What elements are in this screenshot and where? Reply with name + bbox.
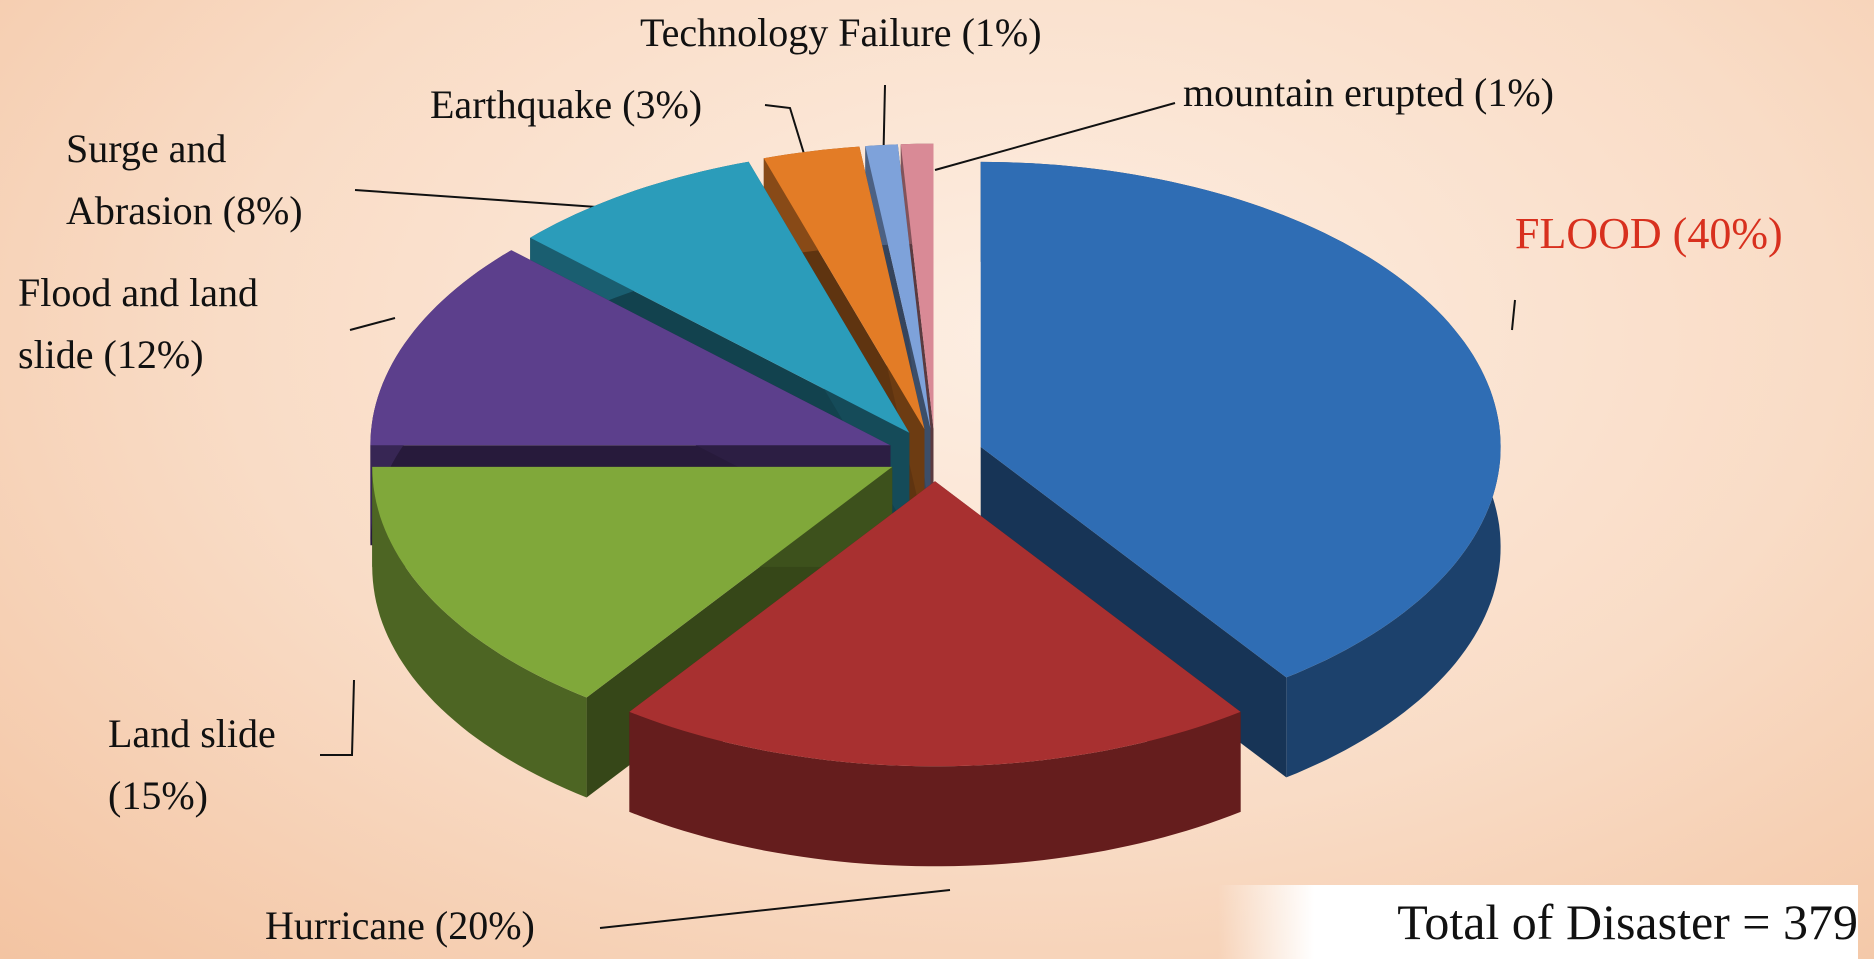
- slice: [763, 146, 925, 430]
- leader-line: [1511, 299, 1516, 331]
- slice: [980, 161, 1501, 678]
- slice-label: mountain erupted (1%): [1183, 70, 1554, 115]
- leader-line: [354, 189, 641, 211]
- leader-line: [599, 889, 951, 929]
- leader-line: [320, 679, 355, 756]
- leader-line: [934, 102, 1176, 171]
- slice-label: Hurricane (20%): [265, 903, 535, 948]
- slice-label: Flood and land slide (12%): [18, 270, 258, 377]
- leader-line: [349, 317, 396, 331]
- total-annotation: Total of Disaster = 379: [1218, 885, 1858, 959]
- slice: [372, 466, 893, 698]
- slice-label: FLOOD (40%): [1515, 209, 1783, 258]
- slice-label: Earthquake (3%): [430, 82, 703, 127]
- slice-side: [629, 711, 1241, 867]
- slice-label: Technology Failure (1%): [640, 10, 1042, 55]
- slice: [370, 250, 891, 446]
- slice-label: Land slide (15%): [108, 711, 276, 818]
- slice-label: Surge and Abrasion (8%): [66, 126, 303, 233]
- slice: [629, 481, 1241, 767]
- slice-side: [372, 466, 587, 798]
- slice: [900, 143, 934, 429]
- slice: [530, 161, 910, 433]
- slice: [865, 144, 931, 429]
